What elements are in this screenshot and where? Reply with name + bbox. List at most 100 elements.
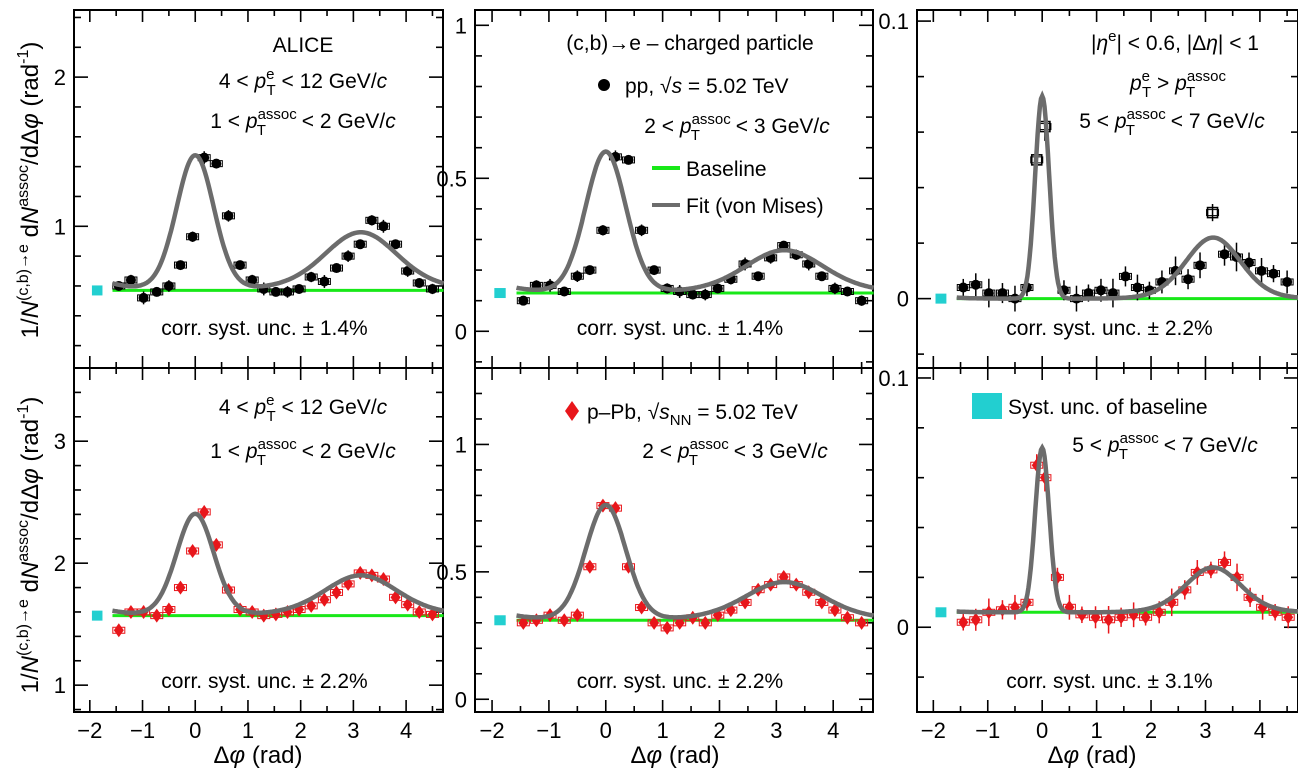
y-tick-label: 1 xyxy=(455,432,467,457)
panel-4: −2 −1 0 1 2 3 4 1 2 3 corr. syst. unc. ± 2.2% xyxy=(54,367,445,743)
y-tick-label: 2 xyxy=(54,551,66,576)
data-point xyxy=(636,600,647,615)
data-point xyxy=(1140,610,1151,625)
data-point xyxy=(1107,288,1118,299)
x-tick-label: 4 xyxy=(827,718,839,743)
baseline-unc-box xyxy=(494,615,506,626)
data-point xyxy=(1183,274,1194,285)
y-axis-title-top: 1/N(c,b)→e dNassoc/dΔφ (rad-1) xyxy=(15,42,44,339)
y-tick-label: 1 xyxy=(54,673,66,698)
data-point xyxy=(829,283,840,294)
data-point xyxy=(355,239,366,250)
data-point xyxy=(390,239,401,250)
data-point xyxy=(829,603,840,618)
alice-label: ALICE xyxy=(273,34,334,57)
x-tick-label: −1 xyxy=(536,718,561,743)
data-point xyxy=(414,604,425,619)
data-point xyxy=(584,559,595,574)
x-tick-label: 3 xyxy=(347,718,359,743)
x-axis-title-1: Δφ (rad) xyxy=(213,742,302,769)
process-label: (c,b)→e – charged particle xyxy=(566,32,813,55)
syst-label: corr. syst. unc. ± 2.2% xyxy=(161,670,367,693)
pt-assoc-label-1: 1 < passoc T < 2 GeV/c xyxy=(210,106,396,139)
legend-syst-baseline-label: Syst. unc. of baseline xyxy=(1008,396,1208,419)
data-point xyxy=(518,295,529,306)
y-tick-label: 1 xyxy=(455,13,467,38)
data-point xyxy=(331,263,342,274)
baseline-unc-box xyxy=(935,293,947,304)
panel-frame xyxy=(73,367,444,713)
data-point xyxy=(378,221,389,232)
data-point xyxy=(1083,288,1094,299)
y-tick-label: 0 xyxy=(897,615,909,640)
fit-curve xyxy=(111,153,445,289)
data-point xyxy=(199,504,210,519)
data-point xyxy=(294,283,305,294)
data-point xyxy=(623,154,634,165)
syst-label: corr. syst. unc. ± 3.1% xyxy=(1006,670,1212,693)
y-tick-label: 0 xyxy=(455,687,467,712)
fit-curve xyxy=(956,443,1298,615)
fit-curve xyxy=(111,511,445,615)
baseline-unc-box xyxy=(91,285,103,296)
data-point xyxy=(662,620,673,635)
data-point xyxy=(856,615,867,630)
data-point xyxy=(282,286,293,297)
y-tick-label: 0.1 xyxy=(878,366,909,391)
x-tick-label: 2 xyxy=(295,718,307,743)
x-tick-label: 2 xyxy=(1145,718,1157,743)
data-point xyxy=(343,251,354,262)
data-point xyxy=(572,608,583,623)
legend-syst-baseline-swatch xyxy=(972,393,1002,419)
x-tick-label: 1 xyxy=(657,718,669,743)
data-point xyxy=(649,265,660,276)
panel-3: 0 0.1 corr. syst. unc. ± 2.2% xyxy=(878,9,1298,369)
data-point xyxy=(1154,605,1165,620)
baseline-unc-box xyxy=(494,288,506,299)
panel-2: 0 0.5 1 corr. syst. unc. ± 1.4% xyxy=(436,9,875,369)
data-point xyxy=(125,274,136,285)
x-tick-label: 3 xyxy=(770,718,782,743)
pt-assoc-label-4: 1 < passoc T < 2 GeV/c xyxy=(210,436,396,469)
x-tick-label: 1 xyxy=(1090,718,1102,743)
x-tick-label: −1 xyxy=(975,718,1000,743)
legend-pp-marker xyxy=(598,79,610,91)
fit-curve xyxy=(515,149,875,292)
data-point xyxy=(247,274,258,285)
eta-cut-label: |ηe| < 0.6, |Δη| < 1 xyxy=(1091,28,1259,55)
x-tick-label: 1 xyxy=(242,718,254,743)
data-point xyxy=(175,260,186,271)
x-tick-label: −2 xyxy=(921,718,946,743)
x-tick-label: 3 xyxy=(1199,718,1211,743)
data-point xyxy=(518,615,529,630)
panel-frame xyxy=(474,9,874,369)
y-tick-label: 2 xyxy=(54,65,66,90)
data-point xyxy=(211,158,222,169)
y-axis-title-bottom: 1/N(c,b)→e dNassoc/dΔφ (rad-1) xyxy=(15,397,44,694)
panel-1: 1 2 corr. syst. unc. ± 1.4% xyxy=(54,9,445,369)
data-point xyxy=(151,608,162,623)
data-point xyxy=(649,615,660,630)
data-point xyxy=(597,225,608,236)
syst-label: corr. syst. unc. ± 1.4% xyxy=(161,317,367,340)
data-point xyxy=(816,271,827,282)
data-point xyxy=(1283,610,1294,625)
data-point xyxy=(970,279,981,290)
data-point xyxy=(1195,260,1206,271)
panel-frame xyxy=(73,9,444,369)
data-point xyxy=(970,612,981,627)
data-point xyxy=(187,231,198,242)
x-axis-title-2: Δφ (rad) xyxy=(630,742,719,769)
panel-frame xyxy=(916,9,1298,369)
syst-label: corr. syst. unc. ± 2.2% xyxy=(577,670,783,693)
pt-e-label-1: 4 < pe T < 12 GeV/c xyxy=(219,66,388,99)
svg-text:1/N(c,b)→e dNassoc/dΔφ (rad-1): 1/N(c,b)→e dNassoc/dΔφ (rad-1) xyxy=(15,397,44,694)
x-axis-title-3: Δφ (rad) xyxy=(1047,742,1136,769)
data-point xyxy=(1282,276,1293,287)
legend-ppb-marker xyxy=(565,401,579,421)
x-tick-label: 4 xyxy=(1254,718,1266,743)
panel-frame xyxy=(474,367,874,713)
legend-fit-label: Fit (von Mises) xyxy=(686,195,824,218)
data-point xyxy=(223,210,234,221)
data-point xyxy=(687,289,698,300)
